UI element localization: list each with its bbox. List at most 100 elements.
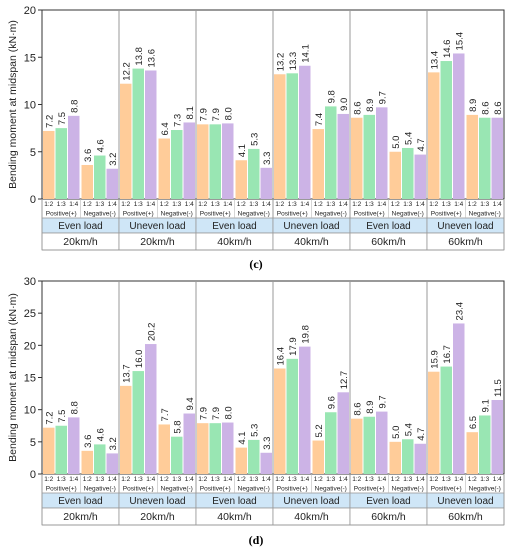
negative-label: Negative(-) [238, 211, 270, 218]
y-tick-label: 10 [24, 100, 36, 112]
value-label: 23.4 [454, 302, 465, 321]
bar-positive [43, 130, 55, 199]
load-label: Uneven load [437, 496, 493, 507]
ratio-label: 1:4 [69, 201, 78, 208]
bar-positive [363, 416, 375, 474]
ratio-label: 1:4 [185, 476, 194, 483]
ratio-label: 1:3 [249, 201, 258, 208]
value-label: 19.8 [300, 325, 311, 344]
bar-positive [376, 107, 388, 199]
ratio-label: 1:2 [237, 201, 246, 208]
value-label: 13.3 [288, 52, 299, 71]
bar-negative [94, 444, 106, 474]
ratio-label: 1:3 [326, 476, 335, 483]
bar-negative [325, 106, 337, 199]
ratio-label: 1:4 [223, 476, 232, 483]
ratio-label: 1:3 [172, 201, 181, 208]
ratio-label: 1:3 [172, 476, 181, 483]
bar-positive [286, 358, 298, 474]
value-label: 4.1 [237, 431, 248, 444]
positive-label: Positive(+) [46, 211, 77, 218]
speed-label: 40km/h [294, 511, 329, 523]
figure-caption: (d) [249, 533, 264, 547]
ratio-label: 1:3 [403, 476, 412, 483]
value-label: 8.6 [352, 402, 363, 415]
bar-positive [351, 418, 363, 474]
ratio-label: 1:4 [300, 476, 309, 483]
ratio-label: 1:4 [454, 201, 463, 208]
value-label: 7.3 [172, 114, 183, 127]
bar-negative [158, 138, 170, 199]
positive-label: Positive(+) [431, 486, 462, 493]
bar-positive [132, 371, 144, 474]
y-axis-label: Bending moment at midspan (kN·m) [7, 293, 19, 462]
bar-negative [183, 122, 195, 199]
ratio-label: 1:4 [262, 201, 271, 208]
bar-positive [222, 123, 234, 199]
ratio-label: 1:3 [57, 201, 66, 208]
bar-negative [414, 443, 426, 474]
ratio-label: 1:2 [121, 476, 130, 483]
bar-negative [81, 450, 93, 474]
value-label: 4.7 [416, 138, 427, 151]
value-label: 7.9 [211, 108, 222, 121]
value-label: 9.8 [326, 90, 337, 103]
bar-negative [479, 415, 491, 474]
value-label: 8.6 [493, 102, 504, 115]
ratio-label: 1:3 [95, 201, 104, 208]
speed-label: 20km/h [63, 236, 98, 248]
speed-label: 20km/h [140, 236, 175, 248]
bar-positive [351, 117, 363, 199]
bar-positive [428, 371, 440, 474]
value-label: 5.4 [403, 423, 414, 436]
negative-label: Negative(-) [392, 211, 424, 218]
value-label: 9.1 [480, 399, 491, 412]
ratio-label: 1:4 [108, 476, 117, 483]
load-label: Uneven load [283, 221, 339, 232]
bar-positive [453, 53, 465, 199]
value-label: 16.0 [134, 350, 145, 369]
value-label: 8.6 [352, 102, 363, 115]
bar-negative [260, 167, 272, 199]
positive-label: Positive(+) [123, 486, 154, 493]
value-label: 8.9 [468, 99, 479, 112]
ratio-label: 1:2 [160, 201, 169, 208]
value-label: 7.9 [198, 407, 209, 420]
bar-negative [466, 114, 478, 199]
value-label: 7.2 [44, 115, 55, 128]
bar-positive [453, 323, 465, 474]
ratio-label: 1:3 [288, 201, 297, 208]
negative-label: Negative(-) [315, 211, 347, 218]
bar-negative [248, 439, 260, 474]
negative-label: Negative(-) [238, 486, 270, 493]
bar-positive [43, 427, 55, 474]
ratio-label: 1:4 [108, 201, 117, 208]
bar-positive [428, 72, 440, 199]
value-label: 7.5 [57, 112, 68, 125]
ratio-label: 1:2 [468, 476, 477, 483]
negative-label: Negative(-) [392, 486, 424, 493]
ratio-label: 1:3 [326, 201, 335, 208]
bar-positive [120, 385, 132, 474]
value-label: 5.0 [391, 136, 402, 149]
bar-negative [337, 392, 349, 474]
bar-positive [132, 68, 144, 199]
bar-negative [402, 439, 414, 474]
speed-label: 20km/h [63, 511, 98, 523]
ratio-label: 1:2 [275, 476, 284, 483]
value-label: 14.1 [300, 44, 311, 63]
bar-negative [158, 424, 170, 474]
value-label: 12.7 [339, 371, 350, 390]
value-label: 15.9 [429, 350, 440, 369]
bar-positive [376, 411, 388, 474]
positive-label: Positive(+) [431, 211, 462, 218]
ratio-label: 1:4 [339, 201, 348, 208]
value-label: 7.9 [211, 407, 222, 420]
load-label: Even load [366, 221, 410, 232]
ratio-label: 1:2 [352, 476, 361, 483]
ratio-label: 1:2 [198, 201, 207, 208]
bar-negative [106, 168, 118, 199]
bar-positive [274, 74, 286, 199]
ratio-label: 1:3 [134, 476, 143, 483]
value-label: 7.4 [314, 113, 325, 126]
